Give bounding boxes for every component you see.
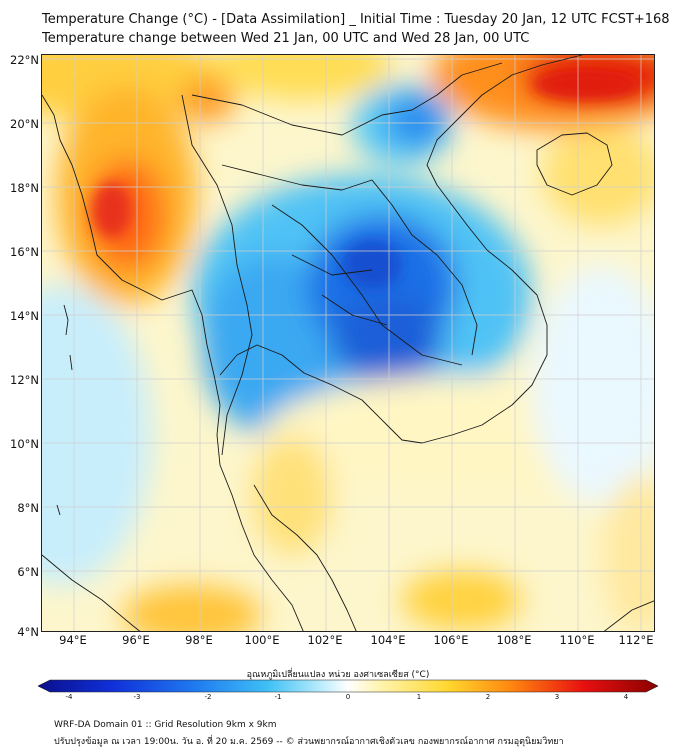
temperature-change-map (41, 54, 655, 632)
colorbar-tick-4: 4 (623, 693, 629, 701)
lat-label-14n: 14°N (10, 309, 39, 323)
colorbar-tick-minus-3: -3 (133, 693, 141, 701)
lat-label-16n: 16°N (10, 245, 39, 259)
lon-label-106e: 106°E (433, 633, 469, 647)
colorbar (38, 679, 658, 693)
colorbar-tick-minus-2: -2 (204, 693, 212, 701)
lon-label-112e: 112°E (618, 633, 654, 647)
map-title-line-1: Temperature Change (°C) - [Data Assimila… (42, 12, 670, 27)
lon-label-100e: 100°E (244, 633, 280, 647)
lon-label-102e: 102°E (307, 633, 343, 647)
footer-update-credit: ปรับปรุงข้อมูล ณ เวลา 19:00น. วัน อ. ที่… (54, 737, 564, 747)
lon-label-96e: 96°E (122, 633, 150, 647)
lon-label-104e: 104°E (370, 633, 406, 647)
lat-label-6n: 6°N (17, 565, 39, 579)
lat-label-20n: 20°N (10, 117, 39, 131)
colorbar-tick-3: 3 (554, 693, 560, 701)
lat-label-22n: 22°N (10, 53, 39, 67)
footer-model-info: WRF-DA Domain 01 :: Grid Resolution 9km … (54, 720, 277, 730)
colorbar-tick-minus-4: -4 (65, 693, 73, 701)
lat-label-8n: 8°N (17, 501, 39, 515)
map-title-line-2: Temperature change between Wed 21 Jan, 0… (42, 31, 530, 46)
lon-label-108e: 108°E (496, 633, 532, 647)
lat-label-4n: 4°N (17, 625, 39, 639)
lat-label-12n: 12°N (10, 373, 39, 387)
coastlines-and-borders (42, 55, 654, 631)
colorbar-tick-0: 0 (345, 693, 351, 701)
lat-label-10n: 10°N (10, 437, 39, 451)
lon-label-110e: 110°E (559, 633, 595, 647)
colorbar-tick-minus-1: -1 (274, 693, 282, 701)
lat-label-18n: 18°N (10, 181, 39, 195)
colorbar-title: อุณหภูมิเปลี่ยนแปลง หน่วย องศาเซลเซียส (… (246, 670, 430, 680)
graticule (42, 55, 654, 631)
colorbar-tick-2: 2 (485, 693, 491, 701)
lon-label-98e: 98°E (185, 633, 213, 647)
lon-label-94e: 94°E (59, 633, 87, 647)
colorbar-tick-1: 1 (416, 693, 422, 701)
